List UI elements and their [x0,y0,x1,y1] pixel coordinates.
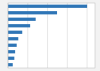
plot-frame [8,3,95,68]
bar [8,50,15,53]
bar [8,44,17,47]
chart-svg [0,0,100,71]
bar [8,57,14,60]
plot-background [8,3,95,68]
bar [8,31,22,34]
bar [8,11,57,14]
grid-line [87,3,88,68]
bar [8,63,13,66]
bar [8,37,18,40]
bar [8,5,87,8]
grid-line [67,3,68,68]
grid [8,3,87,68]
bars [8,5,87,67]
chart-container [0,0,100,71]
bar [8,18,36,21]
bar [8,24,30,27]
